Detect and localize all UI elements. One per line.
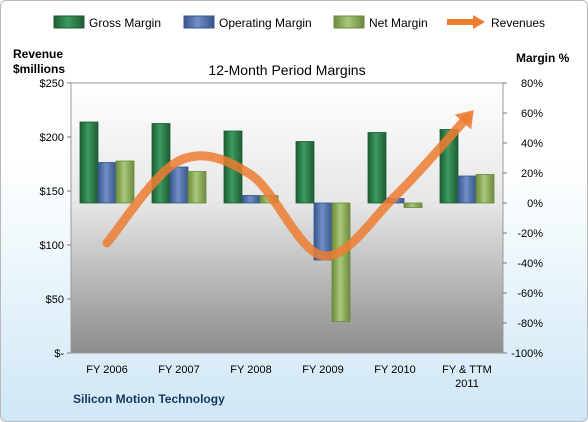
x-category-label: FY 2009 (302, 364, 343, 376)
x-category-label: FY 2006 (86, 364, 127, 376)
legend-label-revenues: Revenues (491, 16, 545, 30)
bar-net-margin (403, 202, 423, 208)
legend: Gross Margin Operating Margin Net Margin… (53, 15, 545, 30)
y-right-tick-label: -60% (517, 288, 543, 300)
revenue-line-path (102, 113, 472, 261)
legend-swatch-net (333, 15, 365, 29)
bars (79, 121, 495, 322)
legend-arrow-revenues (473, 15, 485, 29)
x-category-label: FY 2008 (230, 364, 271, 376)
y-left-title-line2: $millions (13, 62, 65, 76)
legend-label-net: Net Margin (369, 16, 428, 30)
legend-label-operating: Operating Margin (219, 16, 312, 30)
bar-net-margin (115, 160, 135, 204)
y-left-tick-label: $150 (40, 186, 64, 198)
y-right-tick-label: -40% (517, 258, 543, 270)
company-name: Silicon Motion Technology (73, 392, 225, 406)
revenue-arrowhead (454, 110, 474, 130)
bar-net-margin (475, 174, 495, 204)
x-category-labels: FY 2006 FY 2007 FY 2008 FY 2009 FY 2010 FY & … (86, 364, 492, 390)
bar-operating-margin (97, 162, 117, 204)
legend-swatch-operating (183, 15, 215, 29)
y-right-tick-label: 0% (527, 198, 543, 210)
y-left-title-line1: Revenue (13, 47, 63, 61)
y-right-tick-label: 80% (521, 78, 543, 90)
y-right-tick-label: -100% (511, 348, 543, 360)
y-left-tick-label: $100 (40, 240, 64, 252)
legend-label-gross: Gross Margin (89, 16, 161, 30)
y-right-ticks: -100% -80% -60% -40% -20% 0% 20% 40% 60% 80% (503, 78, 543, 360)
x-category-label: FY 2010 (374, 364, 415, 376)
bar-net-margin (331, 202, 351, 322)
y-left-tick-label: $50 (46, 294, 64, 306)
y-right-tick-label: -80% (517, 318, 543, 330)
x-category-label: FY & TTM 2011 (442, 364, 492, 390)
bar-gross-margin (367, 132, 387, 204)
revenue-line (102, 110, 474, 261)
y-left-tick-label: $- (54, 348, 64, 360)
y-left-tick-label: $250 (40, 78, 64, 90)
legend-swatch-gross (53, 15, 85, 29)
bar-operating-margin (169, 166, 189, 204)
bar-gross-margin (79, 121, 99, 204)
bar-operating-margin (457, 175, 477, 204)
chart-title: 12-Month Period Margins (208, 62, 365, 78)
y-right-title: Margin % (516, 51, 570, 65)
y-right-tick-label: 20% (521, 168, 543, 180)
y-right-tick-label: -20% (517, 228, 543, 240)
y-left-tick-label: $200 (40, 132, 64, 144)
bar-net-margin (187, 171, 207, 204)
y-right-tick-label: 40% (521, 138, 543, 150)
bar-gross-margin (295, 141, 315, 204)
y-left-ticks: $- $50 $100 $150 $200 $250 (40, 78, 71, 360)
bar-operating-margin (241, 195, 261, 204)
y-right-tick-label: 60% (521, 108, 543, 120)
x-category-label: FY 2007 (158, 364, 199, 376)
